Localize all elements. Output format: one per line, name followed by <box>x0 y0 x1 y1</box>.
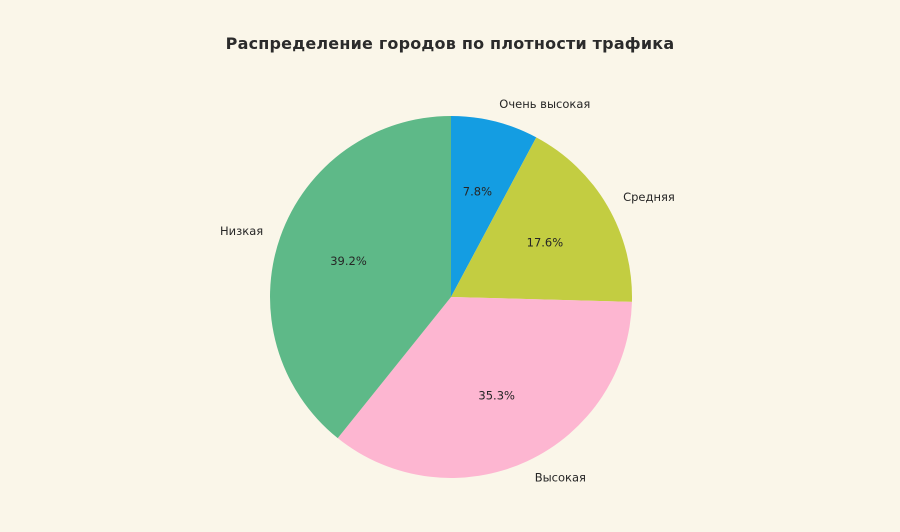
slice-percent-label-2: 35.3% <box>478 389 515 403</box>
pie-slice-0 <box>451 116 537 297</box>
pie-slice-3 <box>270 116 451 439</box>
slice-percent-label-3: 39.2% <box>330 254 367 268</box>
slice-label-3: Низкая <box>220 224 263 238</box>
chart-title: Распределение городов по плотности трафи… <box>225 34 675 53</box>
pie-slice-2 <box>337 297 632 478</box>
slice-percent-label-0: 7.8% <box>463 185 492 199</box>
pie-slice-1 <box>451 137 633 302</box>
slice-label-0: Очень высокая <box>499 97 590 111</box>
slice-label-1: Средняя <box>623 190 675 204</box>
slice-label-2: Высокая <box>535 471 586 485</box>
slice-percent-label-1: 17.6% <box>527 235 564 249</box>
